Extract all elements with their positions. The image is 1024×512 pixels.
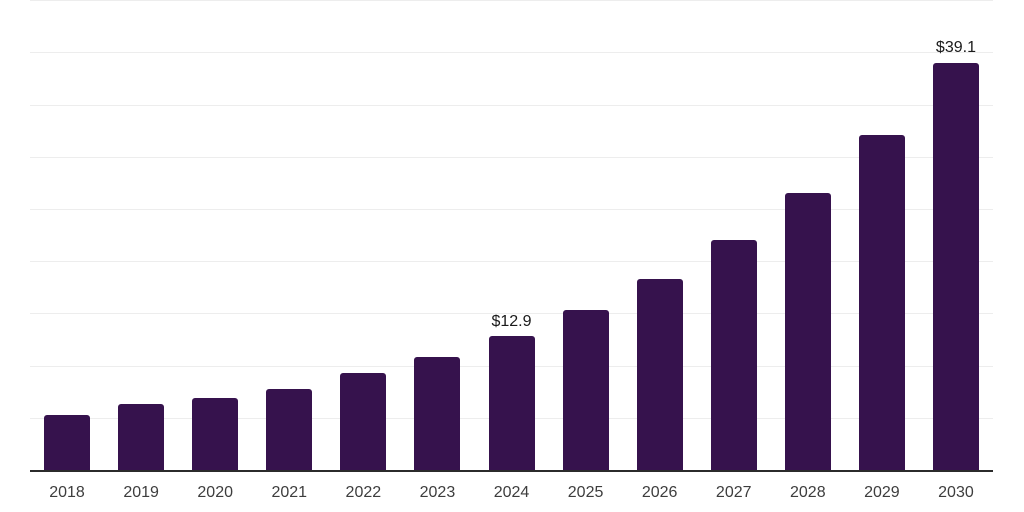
bar-2029 (858, 134, 905, 471)
x-tick-label-2022: 2022 (345, 484, 382, 501)
gridline (30, 209, 993, 210)
bar-2020 (192, 397, 239, 471)
bar-2025 (562, 310, 609, 471)
x-tick-label-2030: 2030 (938, 484, 974, 501)
x-tick-label-2026: 2026 (641, 484, 678, 501)
plot-area: $12.9 $39.1 (30, 0, 993, 471)
x-axis-labels: 2018 2019 2020 2021 2022 2023 2024 2025 2026 2027… (30, 484, 993, 506)
value-label-2024: $12.9 (491, 312, 532, 330)
gridline (30, 261, 993, 263)
gridline (30, 104, 993, 106)
bar-2028 (784, 193, 831, 471)
x-tick-label-2025: 2025 (567, 484, 604, 501)
x-tick-label-2020: 2020 (197, 484, 233, 501)
bar-2023 (414, 357, 461, 471)
bar-2027 (710, 240, 757, 471)
x-tick-label-2021: 2021 (271, 484, 308, 501)
x-tick-label-2018: 2018 (49, 484, 85, 501)
bar-2019 (118, 404, 165, 471)
bar-2021 (266, 388, 313, 471)
gridline (30, 52, 993, 54)
x-tick-label-2029: 2029 (864, 484, 900, 501)
value-label-2030: $39.1 (935, 39, 976, 57)
gridline (30, 313, 993, 315)
bar-2026 (636, 278, 683, 471)
bar-2018 (44, 414, 91, 471)
bar-2030 (932, 62, 979, 471)
x-tick-label-2028: 2028 (790, 484, 826, 501)
bar-2022 (340, 372, 387, 471)
gridline (30, 0, 993, 2)
x-tick-label-2019: 2019 (123, 484, 159, 501)
x-axis-line (30, 470, 993, 472)
bar-2024 (488, 336, 535, 471)
x-tick-label-2023: 2023 (419, 484, 456, 501)
x-tick-label-2027: 2027 (715, 484, 752, 501)
x-tick-label-2024: 2024 (493, 484, 530, 501)
gridline (30, 156, 993, 158)
